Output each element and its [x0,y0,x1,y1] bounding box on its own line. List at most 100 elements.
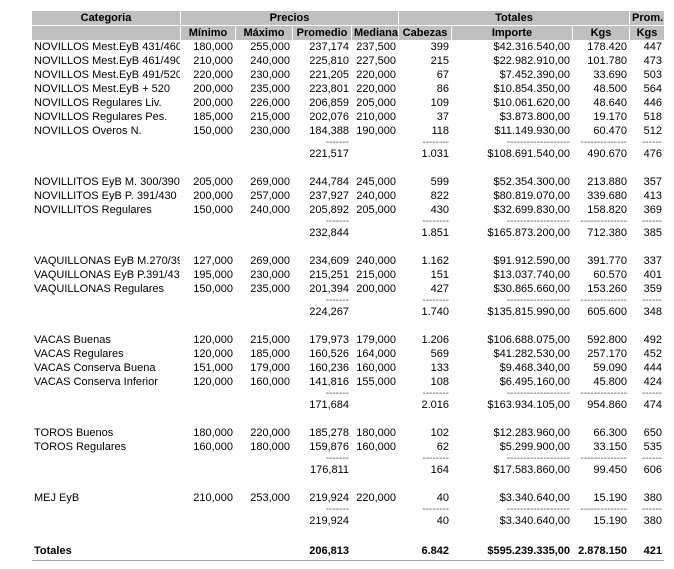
value-cell: -------------- [580,218,627,226]
value-cell [352,464,398,477]
value-cell: ------ [642,297,662,305]
header-prom-kgs: Kgs [630,26,664,40]
value-cell: 253,000 [250,492,290,504]
value-cell [181,464,235,477]
value-cell: 171,684 [309,399,349,411]
category-cell [32,218,180,226]
value-cell: 200,000 [193,97,233,109]
value-cell: 240,000 [250,204,290,216]
value-cell: 127,000 [193,255,233,267]
header-mediana: Mediana [352,26,398,40]
value-cell [181,139,235,147]
category-cell [32,455,180,463]
value-cell: 452 [643,348,662,360]
value-cell: 109 [430,97,449,109]
value-cell: 237,174 [309,41,349,53]
value-cell [573,162,629,175]
grand-importe: $595.239.335,00 [487,545,570,557]
value-cell: 160,000 [356,441,396,453]
value-cell: $3.873.800,00 [499,111,570,123]
value-cell: 180,000 [356,427,396,439]
value-cell: 184,388 [309,125,349,137]
category-cell [32,390,180,398]
value-cell [630,241,664,254]
value-cell [236,297,292,305]
value-cell [236,506,292,514]
value-cell: 380 [643,492,662,504]
value-cell: -------- [422,455,449,463]
value-cell: 185,000 [193,111,233,123]
value-cell: 37 [436,111,449,123]
value-cell: 151 [430,269,449,281]
value-cell: 535 [643,441,662,453]
category-cell [32,413,180,426]
value-cell: $108.691.540,00 [487,148,570,160]
value-cell: $17.583.860,00 [493,464,570,476]
separator-row: ------- -------- ------------------- ------… [32,218,664,226]
value-cell: 133 [430,362,449,374]
value-cell: ------- [325,218,349,226]
value-cell [630,320,664,333]
value-cell: 120,000 [193,348,233,360]
value-cell: 108 [430,376,449,388]
value-cell [573,413,629,426]
data-row: NOVILLOS Mest.EyB 491/520 220,000 230,000 2… [32,69,664,82]
value-cell: 160,526 [309,348,349,360]
value-cell [452,241,572,254]
value-cell: 15.190 [593,492,627,504]
value-cell: 221,517 [309,148,349,160]
data-row: VAQUILLONAS EyB P.391/430 195,000 230,000 2… [32,269,664,282]
value-cell [573,529,629,542]
value-cell [293,413,351,426]
data-row: NOVILLOS Mest.EyB 431/460 180,000 255,000 2… [32,41,664,54]
value-cell: $42.316.540,00 [493,41,570,53]
value-cell: 118 [431,125,449,137]
value-cell: 48.640 [593,97,627,109]
value-cell: 40 [436,492,449,504]
value-cell: 401 [643,269,662,281]
category-cell: VAQUILLONAS Regulares [34,283,165,295]
value-cell [236,529,292,542]
value-cell: 512 [643,125,662,137]
data-row: VAQUILLONAS EyB M.270/390 127,000 269,000 2… [32,255,664,268]
value-cell: 237,927 [309,190,349,202]
data-row: VACAS Conserva Inferior 120,000 160,000 141… [32,376,664,389]
value-cell: ------- [325,139,349,147]
value-cell: 215,000 [250,334,290,346]
value-cell: ------ [642,218,662,226]
value-cell [236,148,292,161]
value-cell [399,320,451,333]
livestock-price-table: Categoria Precios Totales Prom. Mínimo M… [31,10,665,566]
value-cell: 234,609 [309,255,349,267]
value-cell [352,148,398,161]
value-cell: $13.037.740,00 [493,269,570,281]
value-cell: 48.500 [593,83,627,95]
category-cell [32,139,180,147]
value-cell: 160,000 [356,362,396,374]
value-cell: -------- [422,297,449,305]
value-cell: ------ [642,455,662,463]
value-cell: 446 [643,97,662,109]
value-cell [352,399,398,412]
value-cell: 206,859 [309,97,349,109]
value-cell [181,227,235,240]
subtotal-row: 224,267 1.740 $135.815.990,00 605.600 348 [32,306,664,319]
value-cell: 1.031 [421,148,449,160]
subtotal-row: 171,684 2.016 $163.934.105,00 954.860 474 [32,399,664,412]
category-cell [32,464,180,477]
spacer-row [32,478,664,491]
category-cell: VACAS Buenas [34,334,111,346]
value-cell: 269,000 [250,176,290,188]
value-cell: $22.982.910,00 [493,55,570,67]
value-cell: 151,000 [193,362,233,374]
category-cell: TOROS Regulares [34,441,127,453]
value-cell: 150,000 [193,283,233,295]
value-cell: 2.016 [421,399,449,411]
value-cell: 220,000 [250,427,290,439]
separator-row: ------- -------- ------------------- ------… [32,390,664,398]
category-cell [32,506,180,514]
value-cell [236,390,292,398]
value-cell [236,399,292,412]
data-row: NOVILLITOS EyB P. 391/430 200,000 257,000 2… [32,190,664,203]
value-cell: 185,278 [309,427,349,439]
